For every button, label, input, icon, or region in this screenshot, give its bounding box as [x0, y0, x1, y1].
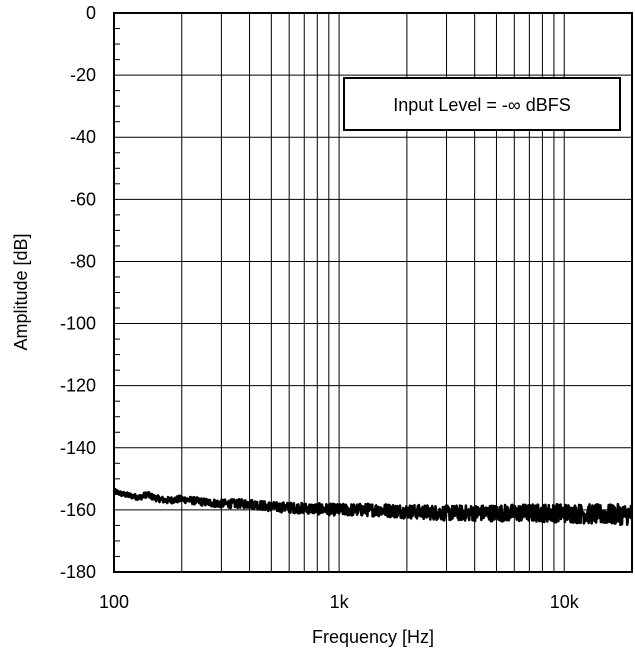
y-tick-label: -160: [60, 500, 96, 520]
y-tick-label: -100: [60, 314, 96, 334]
annotation-box: Input Level = -∞ dBFS: [343, 77, 621, 131]
annotation-text: Input Level = -∞ dBFS: [393, 95, 570, 115]
y-tick-label: -60: [70, 189, 96, 209]
series-layer: [112, 487, 633, 527]
x-tick-label: 1k: [330, 592, 350, 612]
x-axis-title: Frequency [Hz]: [312, 627, 434, 647]
y-tick-label: -180: [60, 562, 96, 582]
y-minor-ticks: [114, 28, 120, 557]
noise-floor-line: [112, 487, 633, 527]
x-tick-label: 100: [99, 592, 129, 612]
y-tick-label: -40: [70, 127, 96, 147]
y-tick-label: -140: [60, 438, 96, 458]
y-tick-label: -20: [70, 65, 96, 85]
y-axis-title: Amplitude [dB]: [11, 233, 31, 350]
y-tick-labels: 0 -20 -40 -60 -80 -100 -120 -140 -160 -180: [60, 3, 96, 582]
x-tick-label: 10k: [550, 592, 580, 612]
y-tick-label: 0: [86, 3, 96, 23]
annotation-frame: [343, 77, 621, 131]
y-tick-label: -80: [70, 251, 96, 271]
x-tick-labels: 100 1k 10k: [99, 592, 580, 612]
y-tick-label: -120: [60, 376, 96, 396]
